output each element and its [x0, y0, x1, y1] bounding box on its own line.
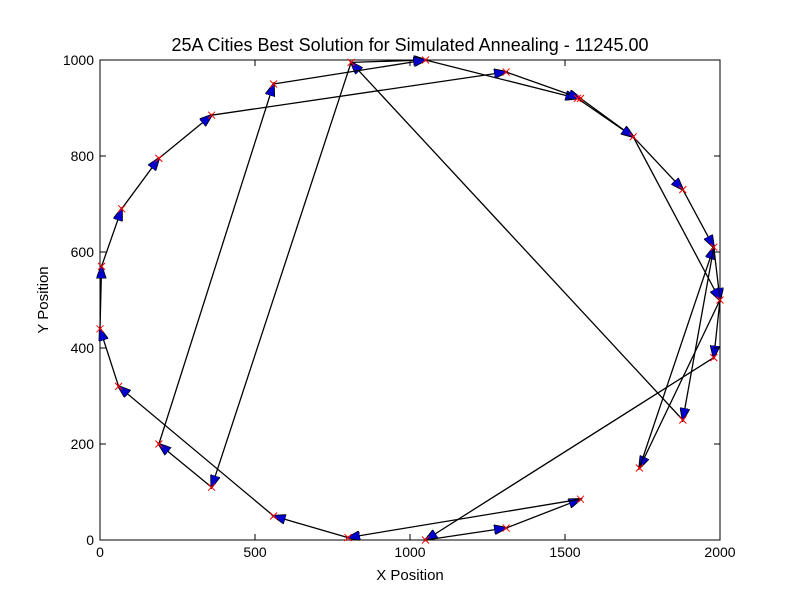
city-marker — [96, 324, 104, 333]
tour-segment — [159, 444, 213, 488]
city-marker — [114, 382, 123, 391]
tour-segment — [348, 498, 581, 537]
city-marker — [421, 536, 430, 544]
city-marker — [709, 353, 718, 362]
city-marker — [716, 296, 724, 304]
tour-segment — [274, 516, 349, 539]
y-axis-ticks: 0 200 400 600 800 1000 — [63, 52, 720, 548]
tour-segment — [211, 72, 507, 116]
city-marker — [502, 524, 510, 532]
city-marker — [97, 262, 106, 271]
city-marker — [502, 68, 510, 76]
chart-title: 25A Cities Best Solution for Simulated A… — [172, 35, 649, 55]
city-marker — [207, 111, 216, 120]
tour-segment — [121, 158, 159, 210]
tour-segment — [158, 84, 274, 445]
city-marker — [269, 512, 278, 520]
tour-segment — [632, 136, 683, 190]
x-axis-ticks: 0 500 1000 1500 2000 — [96, 60, 736, 560]
city-marker — [347, 58, 355, 67]
tour-segment — [683, 247, 715, 420]
y-tick-label: 800 — [71, 148, 95, 164]
tour-segment — [638, 247, 713, 469]
city-marker — [576, 94, 585, 103]
city-marker — [576, 495, 585, 504]
city-marker — [573, 94, 582, 103]
city-marker — [344, 533, 352, 542]
y-tick-label: 0 — [86, 532, 94, 548]
city-marker — [117, 204, 126, 213]
tour-segment — [682, 189, 714, 248]
y-tick-label: 1000 — [63, 52, 94, 68]
city-marker — [678, 185, 687, 194]
x-tick-label: 2000 — [704, 544, 735, 560]
y-tick-label: 400 — [71, 340, 95, 356]
tour-segment — [212, 62, 352, 487]
city-marker — [155, 440, 163, 448]
tour-segment — [505, 499, 580, 529]
tour-segment — [580, 97, 634, 136]
tour-segment — [351, 62, 684, 421]
y-axis-label: Y Position — [35, 266, 52, 333]
plot-area — [99, 59, 721, 541]
city-marker — [709, 243, 718, 252]
x-tick-label: 1000 — [394, 544, 425, 560]
tour-segment — [639, 299, 721, 468]
tour-segment — [100, 209, 122, 267]
tour-segment — [273, 60, 426, 85]
tour-segment — [425, 59, 578, 98]
tour-segment — [100, 329, 120, 387]
x-axis-label: X Position — [376, 567, 444, 584]
x-tick-label: 1500 — [549, 544, 580, 560]
y-tick-label: 600 — [71, 244, 95, 260]
tour-segment — [158, 115, 212, 159]
tour-segment — [505, 71, 580, 98]
city-marker — [269, 80, 278, 88]
city-marker — [207, 483, 216, 492]
city-markers — [96, 56, 724, 544]
tour-segment — [119, 386, 275, 517]
tour-segment — [100, 266, 102, 329]
city-marker — [635, 464, 644, 472]
y-tick-label: 200 — [71, 436, 95, 452]
city-marker — [155, 154, 163, 163]
tour-segment — [425, 528, 507, 541]
city-marker — [629, 132, 638, 141]
city-marker — [678, 416, 687, 424]
x-tick-label: 500 — [243, 544, 267, 560]
city-marker — [421, 56, 430, 64]
x-tick-label: 0 — [96, 544, 104, 560]
